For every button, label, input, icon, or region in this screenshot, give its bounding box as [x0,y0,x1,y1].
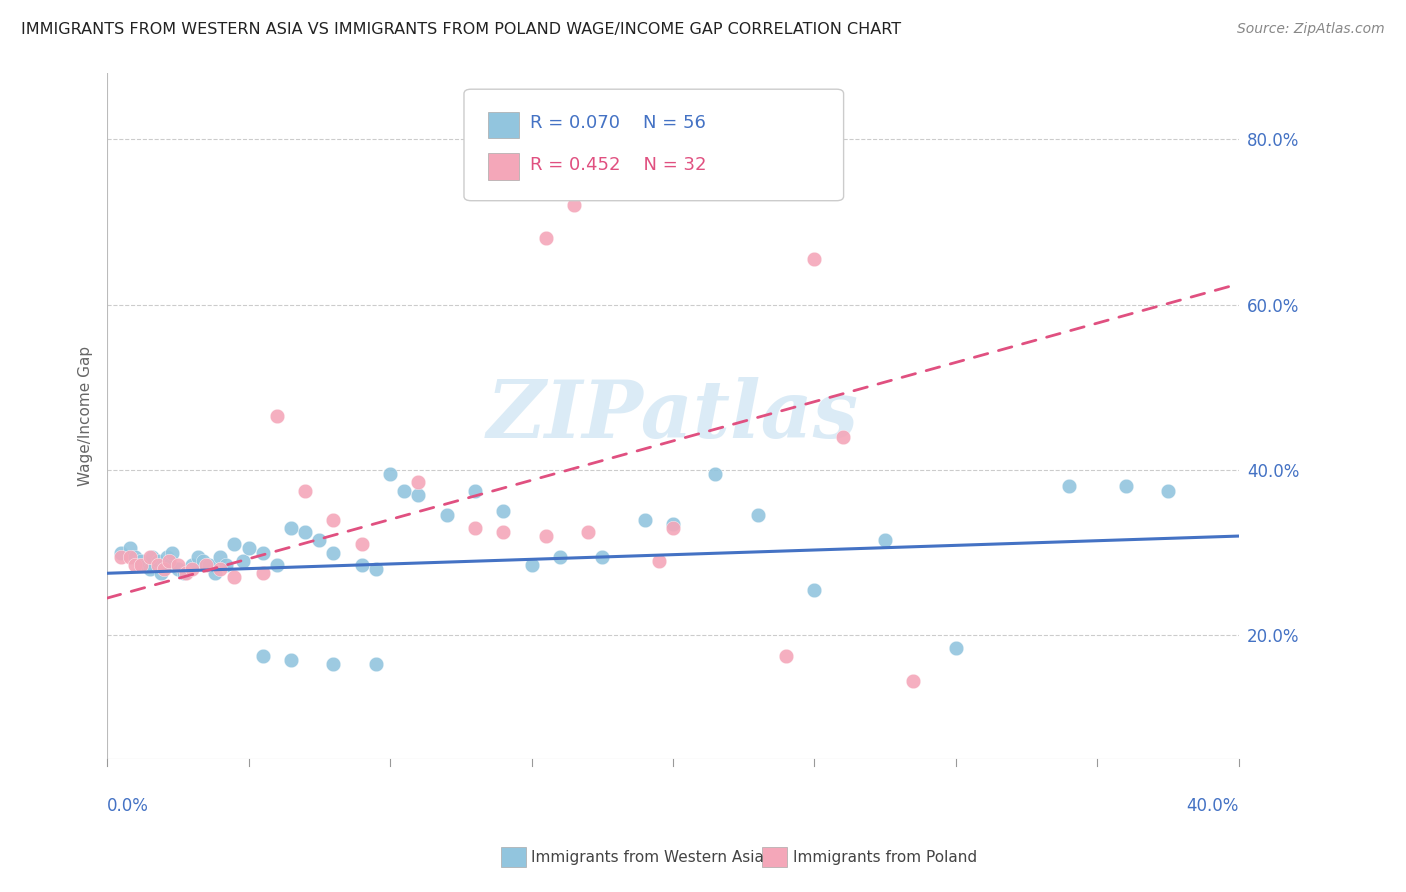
Point [167,558,190,572]
Point [141,549,163,564]
Point [155,549,177,564]
Point [364,562,387,576]
Point [146,554,169,568]
Point [408,488,430,502]
Point [167,562,190,576]
Point [534,529,557,543]
Point [576,524,599,539]
Point [747,508,769,523]
Point [193,554,215,568]
Point [591,549,613,564]
Point [903,673,925,688]
Point [215,558,238,572]
Text: R = 0.452    N = 32: R = 0.452 N = 32 [530,156,707,174]
Point [534,231,557,245]
Point [224,537,246,551]
Point [152,558,174,572]
Point [204,566,226,581]
Point [548,549,571,564]
Point [195,558,218,572]
Text: 40.0%: 40.0% [1187,797,1239,814]
Point [124,558,146,572]
Text: Source: ZipAtlas.com: Source: ZipAtlas.com [1237,22,1385,37]
Point [160,545,183,559]
Point [146,558,169,572]
Point [350,558,373,572]
Point [232,554,254,568]
Point [129,558,152,572]
Point [138,562,160,576]
Point [149,566,172,581]
Point [1115,479,1137,493]
Point [875,533,897,548]
Point [492,524,515,539]
Point [634,512,657,526]
Point [662,521,685,535]
Point [187,549,209,564]
Point [238,541,260,556]
Point [1157,483,1180,498]
Point [704,467,727,481]
Point [1057,479,1080,493]
Point [648,554,671,568]
Point [209,562,232,576]
Point [118,541,141,556]
Y-axis label: Wage/Income Gap: Wage/Income Gap [79,346,93,486]
Point [408,475,430,490]
Text: Immigrants from Poland: Immigrants from Poland [793,850,977,864]
Point [662,516,685,531]
Point [364,657,387,672]
Point [110,545,132,559]
Point [322,657,344,672]
Point [198,558,221,572]
Point [176,566,198,581]
Point [294,524,316,539]
Point [129,554,152,568]
Point [157,554,180,568]
Point [392,483,415,498]
Text: IMMIGRANTS FROM WESTERN ASIA VS IMMIGRANTS FROM POLAND WAGE/INCOME GAP CORRELATI: IMMIGRANTS FROM WESTERN ASIA VS IMMIGRAN… [21,22,901,37]
Point [173,566,195,581]
Text: 0.0%: 0.0% [107,797,149,814]
Point [308,533,330,548]
Point [803,582,825,597]
Point [492,504,515,518]
Point [280,653,302,667]
Point [252,566,274,581]
Point [464,483,486,498]
Point [562,198,585,212]
Point [181,562,204,576]
Point [181,558,204,572]
Point [266,558,288,572]
Point [464,521,486,535]
Point [803,252,825,266]
Text: ZIPatlas: ZIPatlas [486,377,859,455]
Point [124,549,146,564]
Point [350,537,373,551]
Text: R = 0.070    N = 56: R = 0.070 N = 56 [530,114,706,132]
Point [209,549,232,564]
Point [831,430,853,444]
Text: Immigrants from Western Asia: Immigrants from Western Asia [531,850,765,864]
Point [945,640,967,655]
Point [135,558,157,572]
Point [775,648,797,663]
Point [138,549,160,564]
Point [252,648,274,663]
Point [252,545,274,559]
Point [322,545,344,559]
Point [152,562,174,576]
Point [322,512,344,526]
Point [266,409,288,424]
Point [110,549,132,564]
Point [436,508,458,523]
Point [520,558,543,572]
Point [224,570,246,584]
Point [118,549,141,564]
Point [157,558,180,572]
Point [280,521,302,535]
Point [378,467,401,481]
Point [294,483,316,498]
